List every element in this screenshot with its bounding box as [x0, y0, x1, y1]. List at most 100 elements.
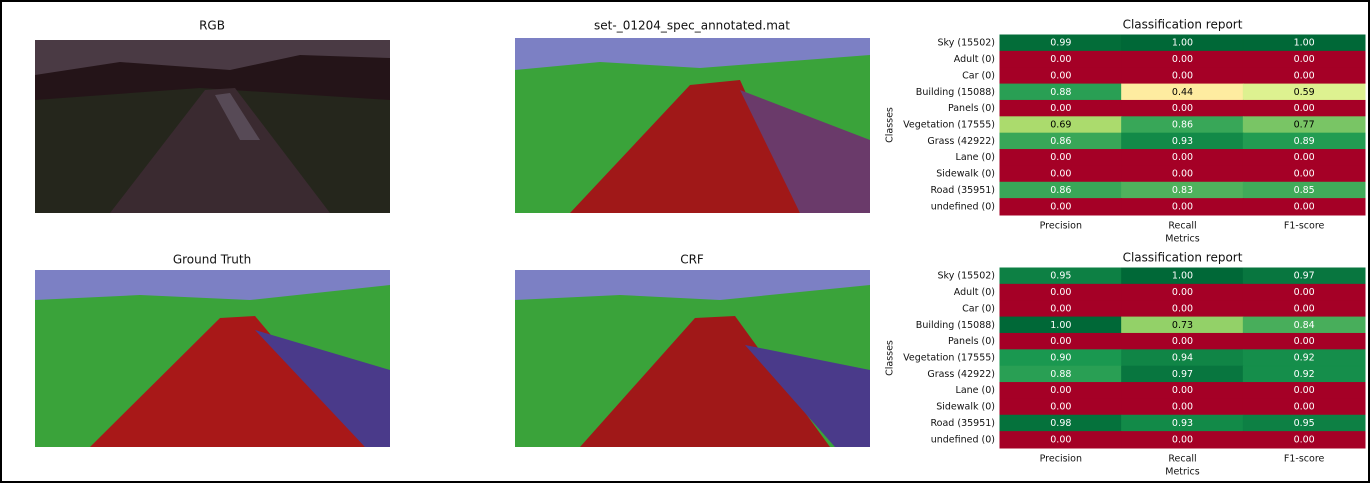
- y-tick-label: undefined (0): [931, 201, 995, 212]
- cell-label: 0.00: [1050, 385, 1071, 396]
- x-tick-label: Recall: [1168, 454, 1196, 465]
- y-tick-label: Vegetation (17555): [903, 353, 995, 364]
- cell-label: 1.00: [1294, 38, 1315, 49]
- cell-label: 0.00: [1050, 201, 1071, 212]
- cell-label: 0.00: [1294, 103, 1315, 114]
- cell-label: 0.59: [1294, 87, 1315, 98]
- cell-label: 0.99: [1050, 38, 1071, 49]
- cell-label: 0.88: [1050, 87, 1071, 98]
- cell-label: 0.92: [1294, 353, 1315, 364]
- panel-title: set-_01204_spec_annotated.mat: [594, 19, 790, 33]
- cell-label: 0.00: [1172, 336, 1193, 347]
- figure: RGB set-_01204_spec_annotated.mat Ground…: [0, 0, 1370, 483]
- y-tick-label: Adult (0): [954, 54, 995, 65]
- y-tick-label: Panels (0): [948, 103, 995, 114]
- x-tick-label: Precision: [1040, 221, 1082, 232]
- cell-label: 0.00: [1294, 54, 1315, 65]
- cell-label: 0.93: [1172, 418, 1193, 429]
- cell-label: 0.00: [1050, 70, 1071, 81]
- panel-title: CRF: [680, 253, 704, 267]
- y-tick-label: Sky (15502): [938, 271, 995, 282]
- cell-label: 0.00: [1050, 152, 1071, 163]
- cell-label: 1.00: [1172, 38, 1193, 49]
- y-axis-label: Classes: [885, 340, 896, 376]
- cell-label: 0.00: [1294, 201, 1315, 212]
- cell-label: 0.00: [1294, 287, 1315, 298]
- cell-label: 0.95: [1050, 271, 1071, 282]
- y-tick-label: Road (35951): [931, 185, 996, 196]
- panel-title: RGB: [199, 19, 225, 33]
- cell-label: 0.00: [1172, 402, 1193, 413]
- y-tick-label: Adult (0): [954, 287, 995, 298]
- cell-label: 0.83: [1172, 185, 1193, 196]
- x-axis-label: Metrics: [1165, 234, 1200, 245]
- cell-label: 0.94: [1172, 353, 1193, 364]
- chart-title: Classification report: [1123, 18, 1243, 32]
- cell-label: 0.00: [1172, 434, 1193, 445]
- cell-label: 0.73: [1172, 320, 1193, 331]
- cell-label: 0.00: [1172, 70, 1193, 81]
- cell-label: 0.00: [1050, 402, 1071, 413]
- panel-title: Ground Truth: [173, 253, 251, 267]
- chart-title: Classification report: [1123, 251, 1243, 265]
- y-tick-label: Lane (0): [956, 152, 995, 163]
- cell-label: 0.00: [1172, 169, 1193, 180]
- cell-label: 0.00: [1294, 70, 1315, 81]
- y-tick-label: Car (0): [962, 303, 995, 314]
- y-tick-label: Panels (0): [948, 336, 995, 347]
- y-tick-label: Car (0): [962, 70, 995, 81]
- cell-label: 0.84: [1294, 320, 1315, 331]
- cell-label: 0.00: [1050, 287, 1071, 298]
- x-tick-label: Recall: [1168, 221, 1196, 232]
- cell-label: 0.86: [1172, 120, 1193, 131]
- cell-label: 0.00: [1294, 385, 1315, 396]
- cell-label: 0.95: [1294, 418, 1315, 429]
- cell-label: 0.97: [1294, 271, 1315, 282]
- cell-label: 0.00: [1050, 54, 1071, 65]
- x-tick-label: F1-score: [1284, 221, 1325, 232]
- ground-truth-image: [35, 270, 390, 447]
- cell-label: 0.00: [1294, 402, 1315, 413]
- cell-label: 0.00: [1294, 303, 1315, 314]
- cell-label: 0.44: [1172, 87, 1193, 98]
- cell-label: 0.97: [1172, 369, 1193, 380]
- cell-label: 0.92: [1294, 369, 1315, 380]
- cell-label: 0.69: [1050, 120, 1071, 131]
- cell-label: 0.86: [1050, 136, 1071, 147]
- prediction-image: [515, 38, 870, 213]
- cell-label: 0.00: [1172, 287, 1193, 298]
- cell-label: 0.00: [1050, 336, 1071, 347]
- cell-label: 0.00: [1050, 169, 1071, 180]
- cell-label: 0.85: [1294, 185, 1315, 196]
- cell-label: 1.00: [1050, 320, 1071, 331]
- cell-label: 0.00: [1172, 303, 1193, 314]
- cell-label: 0.00: [1172, 152, 1193, 163]
- cell-label: 0.00: [1294, 336, 1315, 347]
- cell-label: 0.90: [1050, 353, 1071, 364]
- cell-label: 0.00: [1050, 103, 1071, 114]
- cell-label: 0.00: [1172, 385, 1193, 396]
- cell-label: 0.86: [1050, 185, 1071, 196]
- y-tick-label: Road (35951): [931, 418, 996, 429]
- y-tick-label: Grass (42922): [927, 369, 995, 380]
- cell-label: 0.00: [1172, 201, 1193, 212]
- y-tick-label: undefined (0): [931, 434, 995, 445]
- cell-label: 0.93: [1172, 136, 1193, 147]
- x-tick-label: Precision: [1040, 454, 1082, 465]
- cell-label: 1.00: [1172, 271, 1193, 282]
- x-axis-label: Metrics: [1165, 467, 1200, 478]
- cell-label: 0.77: [1294, 120, 1315, 131]
- y-tick-label: Sidewalk (0): [936, 169, 995, 180]
- cell-label: 0.00: [1172, 103, 1193, 114]
- y-tick-label: Sky (15502): [938, 38, 995, 49]
- y-axis-label: Classes: [885, 107, 896, 143]
- y-tick-label: Vegetation (17555): [903, 120, 995, 131]
- cell-label: 0.89: [1294, 136, 1315, 147]
- crf-image: [515, 270, 870, 447]
- y-tick-label: Sidewalk (0): [936, 402, 995, 413]
- y-tick-label: Building (15088): [916, 320, 995, 331]
- cell-label: 0.00: [1294, 434, 1315, 445]
- x-tick-label: F1-score: [1284, 454, 1325, 465]
- y-tick-label: Lane (0): [956, 385, 995, 396]
- cell-label: 0.88: [1050, 369, 1071, 380]
